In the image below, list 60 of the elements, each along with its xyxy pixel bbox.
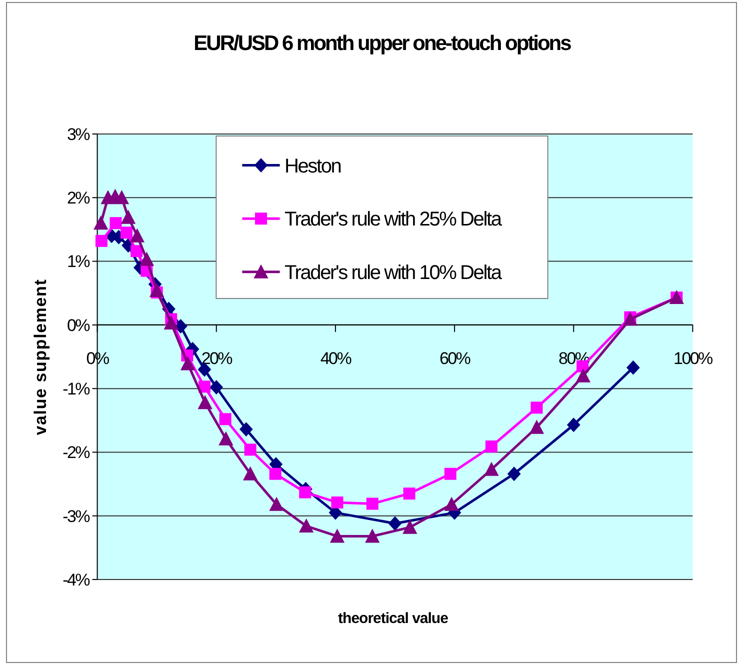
point: [269, 468, 282, 480]
y-tick-label: 3%: [67, 124, 90, 144]
point: [95, 234, 108, 247]
y-tick-label: -3%: [62, 506, 90, 526]
x-tick-label: 60%: [439, 348, 471, 368]
point: [508, 466, 521, 481]
y-tick-label: -4%: [62, 570, 90, 590]
point: [140, 252, 154, 266]
point: [150, 284, 164, 298]
point: [94, 216, 108, 230]
point: [366, 498, 378, 510]
y-tick-label: 0%: [67, 316, 90, 335]
point: [198, 380, 210, 393]
point: [403, 488, 416, 500]
point: [530, 402, 543, 414]
chart-title: EUR/USD 6 month upper one-touch options: [194, 32, 572, 55]
point: [444, 468, 456, 480]
point: [180, 356, 195, 370]
x-tick-label: 20%: [201, 348, 233, 368]
point: [626, 360, 640, 375]
point: [331, 496, 344, 508]
point: [330, 529, 344, 543]
point: [110, 217, 122, 230]
point: [388, 516, 402, 530]
point: [244, 444, 256, 456]
point: [567, 418, 580, 432]
point: [485, 440, 498, 452]
point: [299, 519, 314, 533]
point: [121, 210, 136, 224]
point: [114, 190, 129, 204]
y-axis-title: value supplement: [31, 278, 50, 436]
point: [130, 228, 144, 242]
y-tick-label: -1%: [62, 380, 90, 399]
legend-label: Trader's rule with 10% Delta: [284, 262, 503, 284]
point: [402, 520, 417, 534]
point: [576, 368, 590, 382]
point: [623, 312, 638, 326]
point: [365, 529, 380, 543]
point: [164, 316, 178, 330]
legend-label: Heston: [284, 155, 341, 178]
y-tick-label: 2%: [67, 188, 90, 208]
point: [299, 486, 312, 498]
point: [120, 226, 132, 239]
x-tick-label: 100%: [674, 348, 714, 368]
point: [198, 396, 212, 410]
y-tick-label: -2%: [62, 443, 90, 462]
point: [270, 497, 284, 511]
point: [444, 497, 459, 511]
point: [219, 413, 232, 426]
point: [243, 466, 258, 480]
legend-label: Trader's rule with 25% Delta: [284, 208, 503, 231]
y-tick-label: 1%: [67, 252, 90, 272]
x-axis-title: theoretical value: [338, 610, 448, 627]
point: [530, 420, 544, 434]
point: [130, 245, 143, 258]
point: [218, 432, 233, 446]
point: [484, 462, 498, 476]
point: [210, 380, 223, 394]
x-tick-label: 40%: [320, 348, 352, 368]
point: [240, 422, 253, 436]
